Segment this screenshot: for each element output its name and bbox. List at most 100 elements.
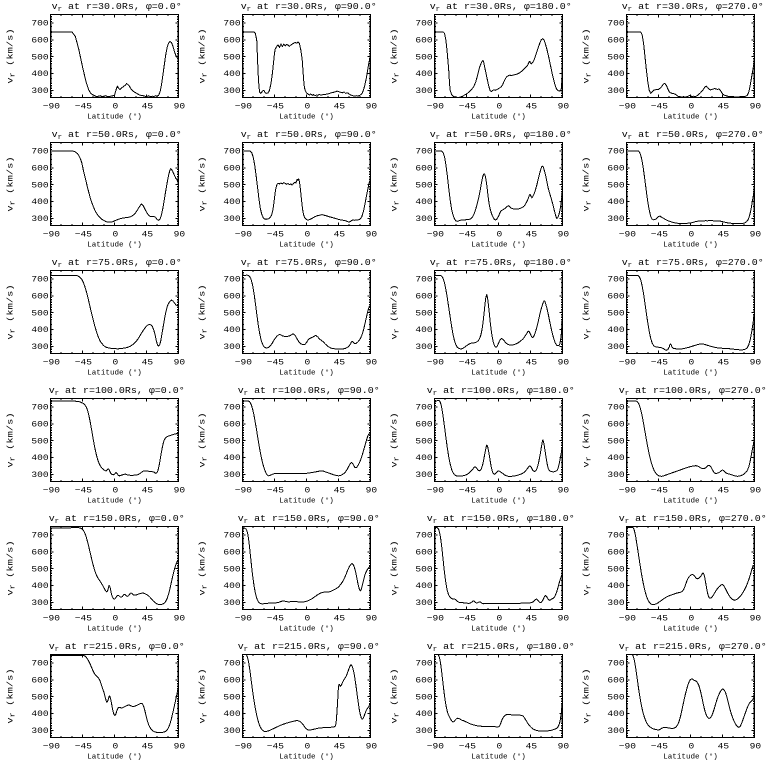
svg-text:−90: −90: [43, 358, 60, 367]
svg-text:500: 500: [607, 309, 624, 318]
svg-text:Latitude (°): Latitude (°): [279, 752, 334, 761]
svg-text:400: 400: [415, 70, 432, 79]
svg-text:0: 0: [497, 230, 503, 239]
svg-text:500: 500: [31, 565, 48, 574]
svg-text:500: 500: [31, 53, 48, 62]
svg-text:vr (km/s): vr (km/s): [197, 28, 209, 83]
svg-text:−45: −45: [459, 230, 476, 239]
svg-text:300: 300: [31, 214, 48, 223]
svg-text:−45: −45: [651, 486, 668, 495]
svg-text:700: 700: [607, 19, 624, 28]
svg-text:700: 700: [31, 275, 48, 284]
svg-text:−45: −45: [651, 230, 668, 239]
svg-text:−45: −45: [75, 102, 92, 111]
svg-text:Latitude (°): Latitude (°): [663, 240, 718, 249]
svg-text:−90: −90: [43, 486, 60, 495]
svg-text:300: 300: [31, 598, 48, 607]
svg-text:−90: −90: [427, 358, 444, 367]
svg-text:500: 500: [223, 437, 240, 446]
svg-text:300: 300: [415, 86, 432, 95]
svg-text:700: 700: [607, 147, 624, 156]
svg-text:700: 700: [223, 403, 240, 412]
svg-text:600: 600: [415, 420, 432, 429]
svg-text:0: 0: [497, 742, 503, 751]
svg-text:300: 300: [415, 214, 432, 223]
svg-text:300: 300: [223, 470, 240, 479]
svg-text:400: 400: [607, 454, 624, 463]
svg-text:600: 600: [415, 292, 432, 301]
svg-text:vr at r=215.0Rs, φ=270.0°: vr at r=215.0Rs, φ=270.0°: [619, 641, 767, 654]
svg-text:vr (km/s): vr (km/s): [5, 668, 17, 723]
svg-text:−45: −45: [267, 358, 284, 367]
svg-text:0: 0: [689, 358, 695, 367]
svg-text:500: 500: [607, 181, 624, 190]
svg-text:−45: −45: [651, 102, 668, 111]
svg-text:700: 700: [607, 659, 624, 668]
svg-text:700: 700: [223, 275, 240, 284]
svg-text:vr (km/s): vr (km/s): [5, 28, 17, 83]
svg-text:0: 0: [689, 230, 695, 239]
svg-text:45: 45: [718, 230, 729, 239]
svg-text:−90: −90: [43, 102, 60, 111]
svg-text:0: 0: [305, 614, 311, 623]
svg-text:vr at r=75.0Rs, φ=270.0°: vr at r=75.0Rs, φ=270.0°: [622, 257, 764, 270]
svg-text:45: 45: [142, 614, 153, 623]
svg-text:300: 300: [31, 726, 48, 735]
svg-text:400: 400: [223, 454, 240, 463]
svg-text:45: 45: [334, 102, 345, 111]
svg-text:400: 400: [415, 582, 432, 591]
svg-text:400: 400: [31, 582, 48, 591]
svg-text:700: 700: [223, 659, 240, 668]
svg-text:700: 700: [415, 275, 432, 284]
svg-text:Latitude (°): Latitude (°): [87, 752, 142, 761]
svg-text:−90: −90: [235, 742, 252, 751]
svg-text:vr at r=100.0Rs, φ=270.0°: vr at r=100.0Rs, φ=270.0°: [619, 385, 767, 398]
svg-text:Latitude (°): Latitude (°): [279, 240, 334, 249]
svg-text:−45: −45: [267, 102, 284, 111]
svg-text:vr (km/s): vr (km/s): [581, 284, 593, 339]
svg-text:600: 600: [223, 164, 240, 173]
svg-text:Latitude (°): Latitude (°): [663, 624, 718, 633]
svg-text:90: 90: [174, 102, 185, 111]
svg-text:0: 0: [689, 614, 695, 623]
svg-text:400: 400: [223, 70, 240, 79]
svg-text:300: 300: [607, 214, 624, 223]
svg-text:−90: −90: [43, 230, 60, 239]
svg-text:700: 700: [415, 147, 432, 156]
svg-text:600: 600: [415, 36, 432, 45]
svg-text:−90: −90: [235, 102, 252, 111]
svg-text:300: 300: [415, 726, 432, 735]
svg-text:600: 600: [607, 292, 624, 301]
svg-text:400: 400: [415, 198, 432, 207]
svg-text:vr (km/s): vr (km/s): [581, 668, 593, 723]
svg-text:400: 400: [607, 582, 624, 591]
svg-text:300: 300: [607, 342, 624, 351]
svg-text:90: 90: [174, 230, 185, 239]
svg-text:500: 500: [415, 53, 432, 62]
svg-text:400: 400: [223, 582, 240, 591]
svg-text:vr (km/s): vr (km/s): [581, 412, 593, 467]
svg-text:600: 600: [223, 676, 240, 685]
svg-text:500: 500: [223, 565, 240, 574]
svg-text:−90: −90: [427, 614, 444, 623]
svg-text:600: 600: [607, 164, 624, 173]
svg-text:90: 90: [174, 614, 185, 623]
svg-text:700: 700: [223, 147, 240, 156]
svg-text:0: 0: [497, 486, 503, 495]
svg-text:400: 400: [415, 454, 432, 463]
svg-text:−45: −45: [267, 230, 284, 239]
svg-text:600: 600: [415, 548, 432, 557]
svg-text:600: 600: [31, 676, 48, 685]
svg-text:700: 700: [223, 531, 240, 540]
svg-text:−90: −90: [619, 230, 636, 239]
svg-text:45: 45: [142, 358, 153, 367]
svg-text:−90: −90: [427, 102, 444, 111]
svg-text:500: 500: [415, 565, 432, 574]
svg-text:vr (km/s): vr (km/s): [197, 156, 209, 211]
svg-text:600: 600: [223, 36, 240, 45]
svg-text:vr at r=75.0Rs, φ=0.0°: vr at r=75.0Rs, φ=0.0°: [52, 257, 182, 270]
svg-text:vr (km/s): vr (km/s): [5, 412, 17, 467]
svg-text:Latitude (°): Latitude (°): [87, 368, 142, 377]
svg-text:vr at r=150.0Rs, φ=0.0°: vr at r=150.0Rs, φ=0.0°: [49, 513, 185, 526]
svg-text:0: 0: [113, 486, 119, 495]
